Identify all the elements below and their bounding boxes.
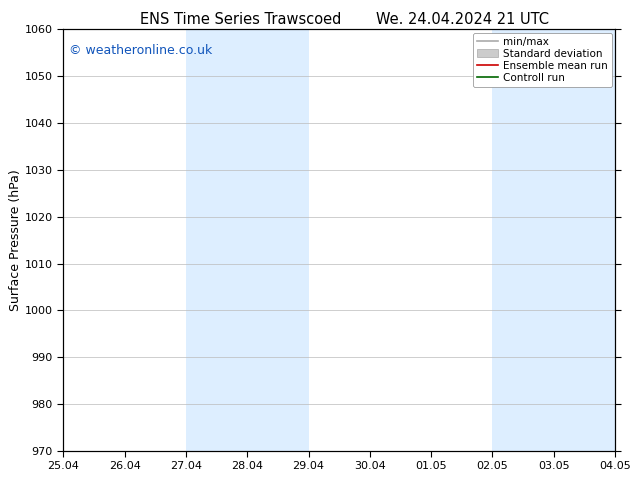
- Y-axis label: Surface Pressure (hPa): Surface Pressure (hPa): [9, 169, 22, 311]
- Text: We. 24.04.2024 21 UTC: We. 24.04.2024 21 UTC: [377, 12, 549, 27]
- Legend: min/max, Standard deviation, Ensemble mean run, Controll run: min/max, Standard deviation, Ensemble me…: [473, 32, 612, 87]
- Text: ENS Time Series Trawscoed: ENS Time Series Trawscoed: [140, 12, 342, 27]
- Bar: [186, 29, 309, 451]
- Text: © weatheronline.co.uk: © weatheronline.co.uk: [69, 44, 212, 57]
- Bar: [493, 29, 615, 451]
